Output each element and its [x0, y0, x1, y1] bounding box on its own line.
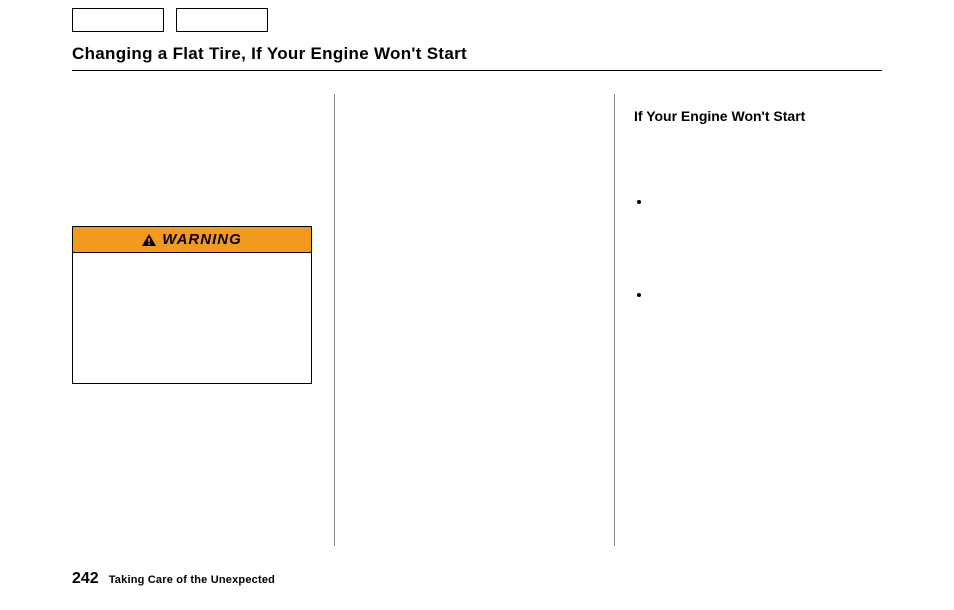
column-separator-1 — [334, 94, 335, 546]
page-number: 242 — [72, 570, 99, 588]
list-item — [652, 287, 882, 302]
column-separator-2 — [614, 94, 615, 546]
warning-header: WARNING — [73, 227, 311, 253]
top-box-1 — [72, 8, 164, 32]
bullet-list — [634, 194, 882, 302]
warning-label: WARNING — [162, 231, 242, 248]
top-box-2 — [176, 8, 268, 32]
title-rule — [72, 70, 882, 71]
page-title-row: Changing a Flat Tire, If Your Engine Won… — [72, 44, 882, 64]
list-item — [652, 194, 882, 209]
footer-section-label: Taking Care of the Unexpected — [109, 574, 275, 586]
page-footer: 242 Taking Care of the Unexpected — [72, 570, 275, 588]
warning-triangle-icon — [142, 234, 156, 246]
page-title: Changing a Flat Tire, If Your Engine Won… — [72, 44, 882, 64]
top-box-row — [72, 8, 268, 32]
page: Changing a Flat Tire, If Your Engine Won… — [0, 0, 954, 610]
warning-body — [73, 253, 311, 383]
warning-box: WARNING — [72, 226, 312, 384]
column-3: If Your Engine Won't Start — [634, 94, 882, 380]
section-heading: If Your Engine Won't Start — [634, 108, 882, 124]
